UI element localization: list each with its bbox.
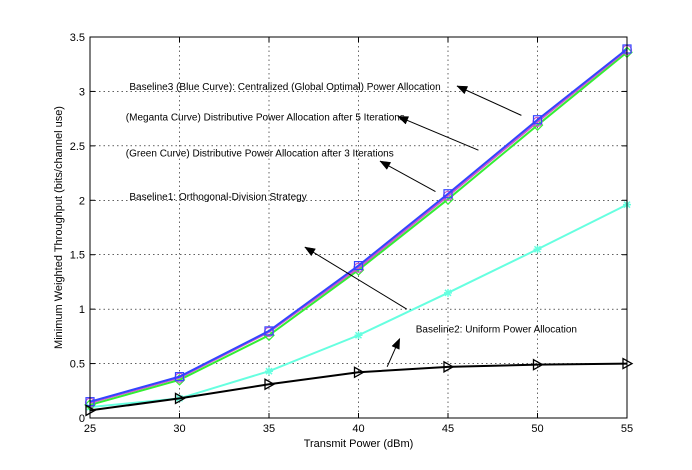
annotation: (Green Curve) Distributive Power Allocat… xyxy=(126,148,436,193)
data-point-blue xyxy=(174,372,185,382)
data-point-orthogonal xyxy=(444,288,452,297)
data-point-blue xyxy=(264,326,274,336)
data-point-blue xyxy=(353,261,364,271)
data-point-uniform xyxy=(264,378,276,391)
data-point-orthogonal xyxy=(354,331,363,340)
x-tick-label: 35 xyxy=(263,423,275,435)
data-point-uniform xyxy=(443,360,455,373)
y-tick-label: 3 xyxy=(79,86,85,98)
x-tick-label: 30 xyxy=(173,423,185,435)
annotation-arrowhead xyxy=(304,246,316,257)
series-layer xyxy=(84,44,634,417)
annotation-text: (Green Curve) Distributive Power Allocat… xyxy=(126,148,394,159)
series-line-blue xyxy=(89,48,628,403)
y-tick-label: 3.5 xyxy=(70,32,85,44)
annotations: Baseline3 (Blue Curve): Centralized (Glo… xyxy=(126,82,577,368)
y-tick-label: 2.5 xyxy=(70,141,85,153)
x-axis-label: Transmit Power (dBm) xyxy=(304,438,414,450)
series-line-uniform xyxy=(89,362,628,412)
data-point-orthogonal xyxy=(533,245,542,254)
annotation-arrow-line xyxy=(397,116,479,151)
x-tick-label: 55 xyxy=(621,423,633,435)
series-uniform xyxy=(85,357,634,417)
data-point-orthogonal xyxy=(265,367,273,376)
series-blue xyxy=(85,44,632,407)
annotation-arrow-line xyxy=(304,246,408,310)
annotation-text: Baseline3 (Blue Curve): Centralized (Glo… xyxy=(129,82,440,93)
annotation-arrowhead xyxy=(456,85,469,95)
data-point-uniform xyxy=(353,366,365,379)
data-point-uniform xyxy=(174,392,186,405)
grid xyxy=(89,36,628,419)
annotation-arrowhead xyxy=(379,160,392,170)
annotation-arrowhead xyxy=(391,337,400,350)
data-point-blue xyxy=(532,115,543,125)
x-tick-label: 25 xyxy=(84,423,96,435)
annotation-text: Baseline1: Orthogonal-Division Strategy xyxy=(129,192,306,203)
annotation-text: (Meganta Curve) Distributive Power Alloc… xyxy=(126,112,405,123)
annotation-arrow-line xyxy=(456,85,522,116)
y-axis-label: Minimum Weighted Throughput (bits/channe… xyxy=(53,106,65,349)
y-tick-label: 1.5 xyxy=(70,250,85,262)
annotation: Baseline1: Orthogonal-Division Strategy xyxy=(129,192,408,310)
annotation-arrowhead xyxy=(397,116,410,125)
x-tick-label: 40 xyxy=(352,423,364,435)
data-point-uniform xyxy=(532,358,544,371)
annotation: Baseline2: Uniform Power Allocation xyxy=(386,325,577,368)
annotation: (Meganta Curve) Distributive Power Alloc… xyxy=(126,112,479,151)
y-tick-label: 1 xyxy=(79,304,85,316)
data-point-blue xyxy=(443,189,453,199)
series-green xyxy=(84,46,633,411)
y-tick-label: 2 xyxy=(79,195,85,207)
x-tick-label: 50 xyxy=(531,423,543,435)
axis-ticks: 25 30 35 40 45 50 55 0 0.5 1 1.5 2 2.5 3 3.5 xyxy=(70,32,633,435)
annotation-text: Baseline2: Uniform Power Allocation xyxy=(416,325,577,336)
annotation-arrow-line xyxy=(379,160,436,193)
y-tick-label: 0.5 xyxy=(70,359,85,371)
y-tick-label: 0 xyxy=(79,413,85,425)
series-line-magenta xyxy=(89,49,628,404)
annotation: Baseline3 (Blue Curve): Centralized (Glo… xyxy=(129,82,522,116)
x-tick-label: 45 xyxy=(442,423,454,435)
